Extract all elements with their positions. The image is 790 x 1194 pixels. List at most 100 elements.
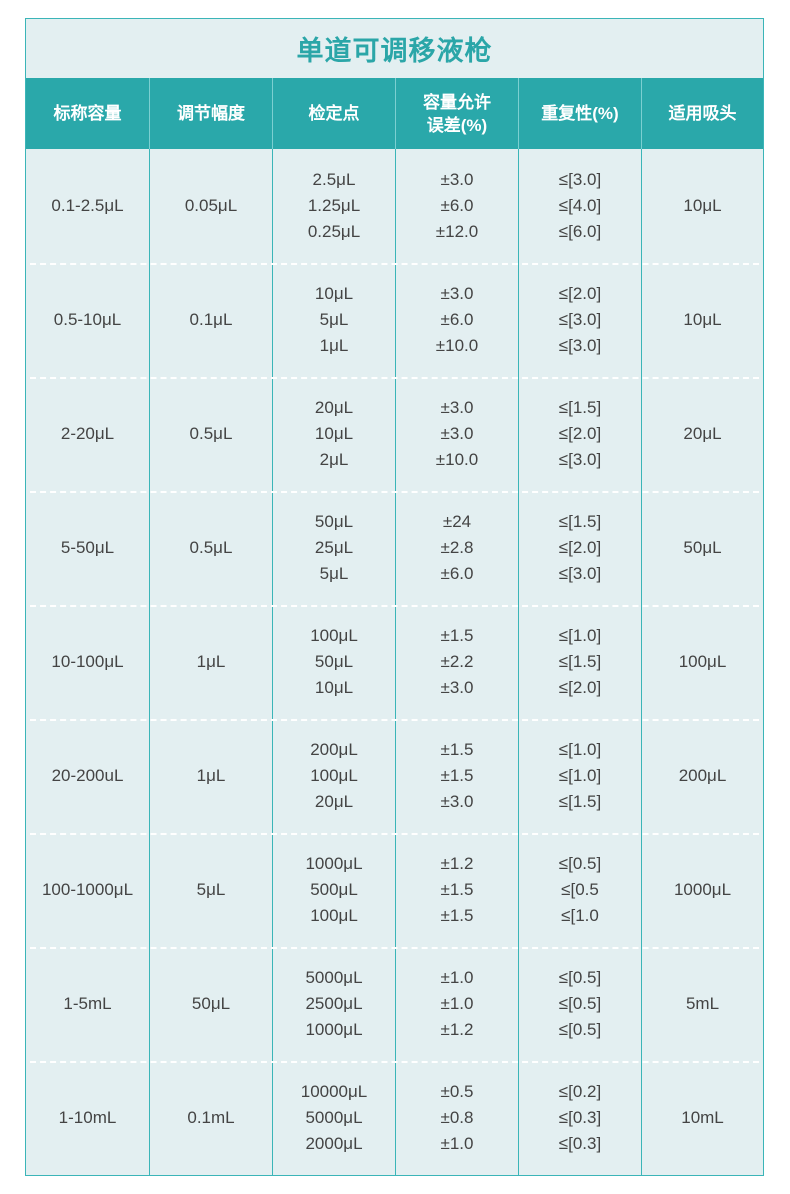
- allowed-error: ±1.2: [440, 854, 474, 873]
- pipette-spec-table: 单道可调移液枪 标称容量 调节幅度 检定点 容量允许 误差(%) 重复性(%) …: [25, 18, 764, 1176]
- nominal-volume: 5-50μL: [60, 538, 115, 557]
- repeatability: ≤[2.0]: [558, 678, 602, 697]
- repeatability-cell: ≤[0.5] ≤[0.5] ≤[0.5]: [518, 947, 641, 1061]
- test-point: 50μL: [314, 512, 354, 531]
- allowed-error: ±1.5: [440, 740, 474, 759]
- table-row: 5-50μL 0.5μL 50μL 25μL 5μL ±24 ±2.8 ±6.0 ≤[1.5] ≤…: [26, 491, 763, 605]
- nominal-volume-cell: 100-1000μL: [26, 833, 149, 947]
- adjust-step-cell: 50μL: [149, 947, 272, 1061]
- tip: 5mL: [685, 994, 720, 1013]
- repeatability: ≤[2.0]: [558, 284, 602, 303]
- repeatability: ≤[1.5]: [558, 652, 602, 671]
- allowed-error: ±1.5: [440, 626, 474, 645]
- repeatability: ≤[0.2]: [558, 1082, 602, 1101]
- allowed-error: ±2.8: [440, 538, 474, 557]
- tip-cell: 10μL: [641, 263, 763, 377]
- repeatability: ≤[3.0]: [558, 310, 602, 329]
- nominal-volume: 2-20μL: [60, 424, 115, 443]
- nominal-volume-cell: 0.5-10μL: [26, 263, 149, 377]
- header-allowed-error: 容量允许 误差(%): [395, 78, 518, 149]
- repeatability-cell: ≤[1.5] ≤[2.0] ≤[3.0]: [518, 377, 641, 491]
- allowed-error: ±6.0: [440, 310, 474, 329]
- allowed-error: ±3.0: [440, 170, 474, 189]
- tip-cell: 5mL: [641, 947, 763, 1061]
- tip-cell: 10mL: [641, 1061, 763, 1175]
- allowed-error: ±10.0: [435, 450, 479, 469]
- allowed-error: ±0.8: [440, 1108, 474, 1127]
- test-point: 2μL: [319, 450, 349, 469]
- nominal-volume-cell: 0.1-2.5μL: [26, 149, 149, 263]
- repeatability-cell: ≤[0.5] ≤[0.5 ≤[1.0: [518, 833, 641, 947]
- allowed-error-cell: ±1.0 ±1.0 ±1.2: [395, 947, 518, 1061]
- test-point-cell: 100μL 50μL 10μL: [272, 605, 395, 719]
- adjust-step-cell: 0.1mL: [149, 1061, 272, 1175]
- allowed-error: ±6.0: [440, 564, 474, 583]
- nominal-volume-cell: 20-200uL: [26, 719, 149, 833]
- allowed-error: ±0.5: [440, 1082, 474, 1101]
- allowed-error: ±3.0: [440, 792, 474, 811]
- test-point: 10μL: [314, 284, 354, 303]
- allowed-error: ±12.0: [435, 222, 479, 241]
- repeatability: ≤[1.0: [561, 906, 599, 925]
- allowed-error-cell: ±0.5 ±0.8 ±1.0: [395, 1061, 518, 1175]
- repeatability: ≤[1.5]: [558, 398, 602, 417]
- adjust-step: 0.5μL: [189, 538, 233, 557]
- repeatability-cell: ≤[2.0] ≤[3.0] ≤[3.0]: [518, 263, 641, 377]
- adjust-step: 5μL: [196, 880, 226, 899]
- allowed-error-cell: ±1.5 ±2.2 ±3.0: [395, 605, 518, 719]
- repeatability: ≤[1.5]: [558, 512, 602, 531]
- tip: 20μL: [683, 424, 722, 443]
- adjust-step-cell: 0.5μL: [149, 491, 272, 605]
- repeatability: ≤[0.5]: [558, 854, 602, 873]
- test-point-cell: 20μL 10μL 2μL: [272, 377, 395, 491]
- nominal-volume: 100-1000μL: [41, 880, 134, 899]
- allowed-error: ±24: [442, 512, 472, 531]
- repeatability: ≤[0.5]: [558, 1020, 602, 1039]
- adjust-step: 50μL: [191, 994, 231, 1013]
- header-tip: 适用吸头: [641, 78, 763, 149]
- header-row: 标称容量 调节幅度 检定点 容量允许 误差(%) 重复性(%) 适用吸头: [26, 78, 763, 149]
- allowed-error: ±10.0: [435, 336, 479, 355]
- table-row: 10-100μL 1μL 100μL 50μL 10μL ±1.5 ±2.2 ±3.0 ≤[1.…: [26, 605, 763, 719]
- repeatability: ≤[1.5]: [558, 792, 602, 811]
- nominal-volume: 20-200uL: [51, 766, 124, 785]
- test-point: 200μL: [310, 740, 358, 759]
- test-point: 100μL: [310, 626, 358, 645]
- tip: 1000μL: [673, 880, 732, 899]
- allowed-error: ±2.2: [440, 652, 474, 671]
- test-point: 1.25μL: [307, 196, 361, 215]
- repeatability: ≤[3.0]: [558, 564, 602, 583]
- adjust-step-cell: 1μL: [149, 605, 272, 719]
- table-row: 2-20μL 0.5μL 20μL 10μL 2μL ±3.0 ±3.0 ±10.0 ≤[1.5…: [26, 377, 763, 491]
- repeatability-cell: ≤[0.2] ≤[0.3] ≤[0.3]: [518, 1061, 641, 1175]
- tip-cell: 1000μL: [641, 833, 763, 947]
- test-point: 100μL: [310, 906, 358, 925]
- repeatability: ≤[3.0]: [558, 170, 602, 189]
- test-point: 5000μL: [305, 968, 363, 987]
- adjust-step-cell: 5μL: [149, 833, 272, 947]
- test-point: 20μL: [314, 398, 354, 417]
- allowed-error: ±1.0: [440, 994, 474, 1013]
- test-point-cell: 10000μL 5000μL 2000μL: [272, 1061, 395, 1175]
- repeatability-cell: ≤[1.5] ≤[2.0] ≤[3.0]: [518, 491, 641, 605]
- allowed-error-cell: ±1.5 ±1.5 ±3.0: [395, 719, 518, 833]
- table-title: 单道可调移液枪: [296, 36, 493, 66]
- nominal-volume: 1-5mL: [63, 994, 112, 1013]
- repeatability: ≤[0.5: [561, 880, 599, 899]
- tip: 200μL: [678, 766, 727, 785]
- allowed-error-cell: ±1.2 ±1.5 ±1.5: [395, 833, 518, 947]
- allowed-error: ±1.5: [440, 766, 474, 785]
- tip: 100μL: [678, 652, 727, 671]
- tip: 50μL: [683, 538, 722, 557]
- allowed-error: ±3.0: [440, 424, 474, 443]
- adjust-step-cell: 1μL: [149, 719, 272, 833]
- adjust-step: 0.05μL: [184, 196, 238, 215]
- test-point: 5μL: [319, 310, 349, 329]
- repeatability: ≤[2.0]: [558, 424, 602, 443]
- test-point-cell: 1000μL 500μL 100μL: [272, 833, 395, 947]
- repeatability: ≤[3.0]: [558, 450, 602, 469]
- header-adjust-step: 调节幅度: [149, 78, 272, 149]
- test-point: 25μL: [314, 538, 354, 557]
- repeatability: ≤[2.0]: [558, 538, 602, 557]
- allowed-error: ±1.5: [440, 880, 474, 899]
